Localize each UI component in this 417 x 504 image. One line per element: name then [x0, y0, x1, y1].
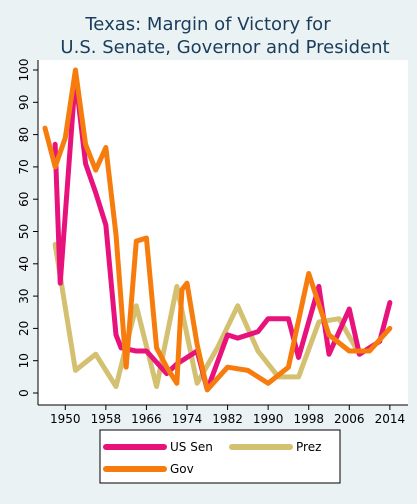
y-tick-label: 10 — [17, 353, 31, 368]
y-tick-label: 20 — [17, 321, 31, 336]
legend-label: Gov — [170, 462, 194, 476]
y-tick-label: 90 — [17, 95, 31, 110]
y-tick-label: 70 — [17, 159, 31, 174]
x-tick-label: 1950 — [50, 412, 81, 426]
y-tick-label: 50 — [17, 224, 31, 239]
legend: US Sen Prez Gov — [99, 429, 341, 484]
x-tick-label: 1958 — [91, 412, 122, 426]
x-tick-label: 2006 — [334, 412, 365, 426]
legend-label: US Sen — [170, 440, 213, 454]
y-tick-label: 60 — [17, 192, 31, 207]
series-layer — [42, 67, 393, 393]
x-tick-label: 1966 — [131, 412, 162, 426]
series-line-gov — [42, 67, 393, 393]
y-axis: 0 10 20 30 40 50 60 70 80 90 100 — [17, 59, 39, 405]
y-tick-label: 80 — [17, 127, 31, 142]
y-tick-label: 30 — [17, 288, 31, 303]
x-tick-label: 1974 — [172, 412, 203, 426]
x-tick-label: 1982 — [212, 412, 243, 426]
chart-title-line-1: Texas: Margin of Victory for — [84, 14, 331, 35]
y-tick-label: 0 — [17, 389, 31, 397]
x-tick-label: 2014 — [375, 412, 406, 426]
legend-label: Prez — [296, 440, 321, 454]
x-axis: 1950 1958 1966 1974 1982 1990 1998 2006 2014 — [38, 404, 408, 426]
y-tick-label: 40 — [17, 256, 31, 271]
x-tick-label: 1998 — [293, 412, 324, 426]
x-tick-label: 1990 — [253, 412, 284, 426]
legend-box — [99, 429, 341, 484]
y-tick-label: 100 — [17, 59, 31, 82]
chart-title-line-2: U.S. Senate, Governor and President — [60, 37, 389, 58]
